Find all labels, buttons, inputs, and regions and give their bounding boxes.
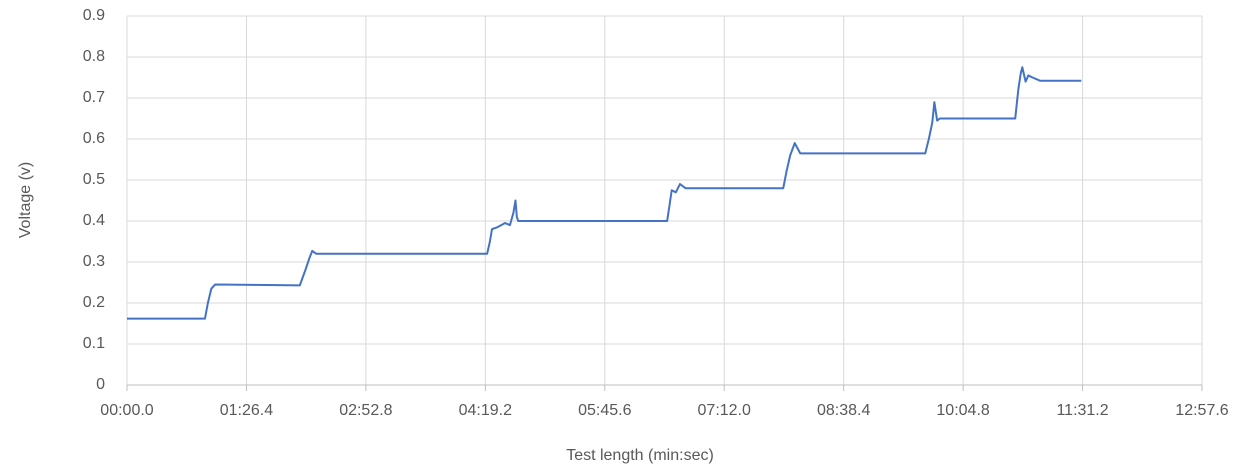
y-tick-label: 0.1 xyxy=(83,335,105,352)
y-axis-title: Voltage (v) xyxy=(17,162,34,238)
x-tick-label: 11:31.2 xyxy=(1056,402,1108,419)
y-tick-label: 0.7 xyxy=(83,89,105,106)
x-axis-title: Test length (min:sec) xyxy=(566,447,714,464)
x-tick-label: 10:04.8 xyxy=(936,402,989,419)
y-tick-label: 0 xyxy=(96,376,105,393)
y-tick-label: 0.6 xyxy=(83,130,105,147)
x-tick-label: 01:26.4 xyxy=(220,402,273,419)
y-tick-label: 0.4 xyxy=(83,212,105,229)
y-tick-label: 0.3 xyxy=(83,253,105,270)
x-tick-label: 05:45.6 xyxy=(578,402,631,419)
x-tick-label: 02:52.8 xyxy=(339,402,392,419)
y-tick-label: 0.9 xyxy=(83,7,105,24)
y-tick-label: 0.8 xyxy=(83,48,105,65)
x-tick-label: 12:57.6 xyxy=(1175,402,1228,419)
y-tick-label: 0.2 xyxy=(83,294,105,311)
x-tick-label: 07:12.0 xyxy=(698,402,751,419)
data-line xyxy=(127,66,1082,320)
x-tick-label: 04:19.2 xyxy=(459,402,512,419)
y-tick-label: 0.5 xyxy=(83,171,105,188)
x-tick-label: 08:38.4 xyxy=(817,402,870,419)
x-tick-label: 00:00.0 xyxy=(100,402,153,419)
